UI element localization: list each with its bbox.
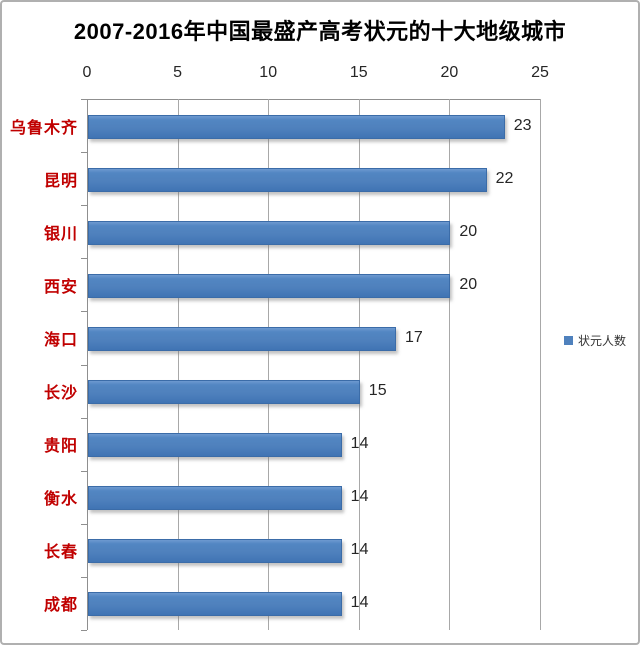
bar: [88, 380, 360, 405]
bar: [88, 592, 342, 617]
bar: [88, 167, 487, 192]
x-axis-tick-label: 0: [82, 64, 92, 81]
chart-title: 2007-2016年中国最盛产高考状元的十大地级城市: [73, 19, 567, 44]
category-label: 长沙: [43, 385, 78, 403]
category-label: 海口: [43, 331, 78, 349]
bar: [88, 433, 342, 458]
gridline: [177, 99, 179, 630]
category-label: 昆明: [43, 172, 78, 190]
category-label: 乌鲁木齐: [9, 119, 78, 137]
y-axis-tick: [81, 364, 87, 366]
x-axis-tick-label: 20: [440, 64, 459, 81]
category-label: 衡水: [43, 491, 78, 509]
value-label: 14: [350, 541, 369, 559]
value-label: 14: [350, 594, 369, 612]
y-axis-tick: [81, 470, 87, 472]
value-label: 22: [495, 169, 514, 187]
x-axis-tick-label: 15: [349, 64, 368, 81]
category-label: 贵阳: [43, 438, 78, 456]
bar: [88, 273, 451, 298]
x-axis-tick-label: 10: [259, 64, 278, 81]
category-label: 银川: [43, 225, 78, 243]
y-axis-tick: [81, 311, 87, 313]
gridline: [449, 99, 451, 630]
y-axis-tick: [81, 576, 87, 578]
category-label: 西安: [43, 278, 78, 296]
value-label: 23: [513, 116, 532, 134]
gridline: [268, 99, 270, 630]
legend-label: 状元人数: [578, 334, 627, 348]
bar: [88, 220, 451, 245]
value-label: 15: [368, 382, 387, 400]
legend: 状元人数: [564, 332, 626, 349]
x-axis-tick-label: 5: [173, 64, 183, 81]
bar: [88, 486, 342, 511]
bar: [88, 326, 397, 351]
bar: [88, 114, 505, 139]
value-label: 20: [459, 222, 478, 240]
value-label: 14: [350, 488, 369, 506]
x-axis-line: [87, 99, 541, 100]
gridline: [540, 99, 541, 630]
gridline: [358, 99, 360, 630]
category-label: 长春: [43, 544, 78, 562]
y-axis-tick: [81, 152, 87, 154]
y-axis-tick: [81, 523, 87, 525]
value-label: 14: [350, 435, 369, 453]
y-axis-tick: [81, 258, 87, 260]
y-axis-line: [87, 99, 88, 630]
y-axis-tick: [81, 99, 87, 100]
category-label: 成都: [43, 597, 78, 615]
bar: [88, 539, 342, 564]
y-axis-tick: [81, 205, 87, 207]
x-axis-tick-label: 25: [531, 64, 549, 81]
value-label: 20: [459, 275, 478, 293]
y-axis-tick: [81, 417, 87, 419]
legend-marker-icon: [564, 336, 573, 345]
y-axis-tick: [81, 630, 87, 631]
value-label: 17: [405, 328, 423, 346]
